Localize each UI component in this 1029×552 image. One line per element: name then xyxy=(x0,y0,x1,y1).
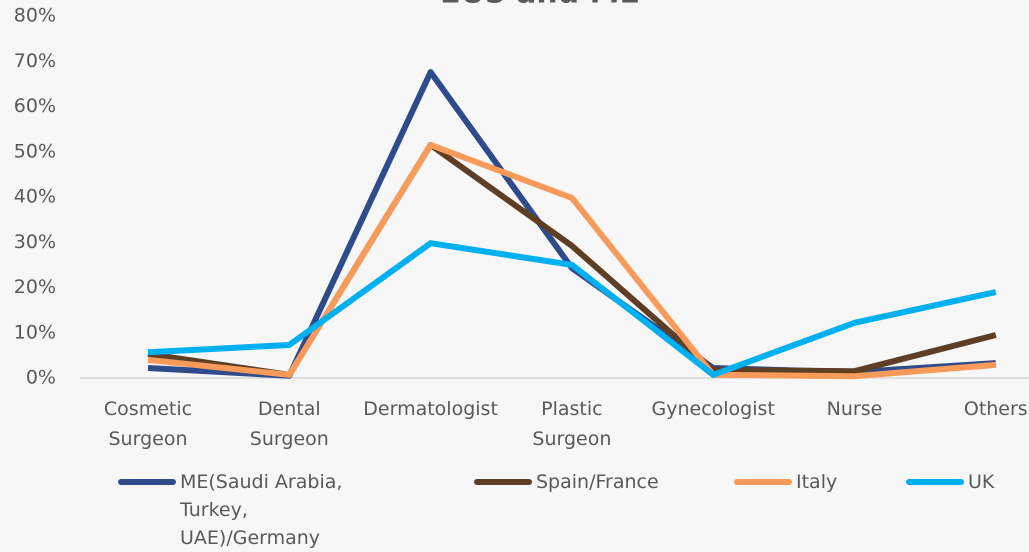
x-tick-label: Dental Surgeon xyxy=(249,398,329,450)
x-tick-label: Cosmetic Surgeon xyxy=(103,398,193,450)
page: {"chart_data": {"type": "line", "title":… xyxy=(13,0,1029,549)
y-tick-label: 70% xyxy=(14,50,56,72)
legend-swatch xyxy=(906,479,964,485)
series-line xyxy=(147,141,997,380)
series-line xyxy=(147,69,996,379)
legend-item: Spain/France xyxy=(474,468,674,496)
legend-swatch xyxy=(118,479,176,485)
y-tick-label: 10% xyxy=(14,321,56,343)
x-tick-label: Nurse xyxy=(826,398,883,420)
y-tick-label: 30% xyxy=(14,231,56,253)
y-tick-label: 40% xyxy=(14,186,56,208)
legend-label: ME(Saudi Arabia, Turkey, UAE)/Germany xyxy=(180,471,343,549)
legend-label: UK xyxy=(968,471,995,493)
y-tick-label: 20% xyxy=(14,276,56,298)
y-tick-label: 60% xyxy=(14,95,56,117)
legend-item: Italy xyxy=(734,468,894,496)
series-line xyxy=(147,141,997,378)
series-line xyxy=(147,240,997,378)
x-tick-label: Plastic Surgeon xyxy=(532,398,612,450)
legend-item: UK xyxy=(906,468,1026,496)
x-tick-label: Gynecologist xyxy=(651,398,775,420)
legend-item: ME(Saudi Arabia, Turkey, UAE)/Germany xyxy=(118,468,358,552)
x-tick-label: Others xyxy=(963,398,1028,420)
legend-swatch xyxy=(734,479,792,485)
legend-label: Italy xyxy=(796,471,838,493)
chart-title: EU5 and ME xyxy=(440,0,640,11)
y-tick-label: 0% xyxy=(26,367,56,389)
chart: EU5 and ME 0% 10% 20% 30% 40% 50% 60% 70% 80% xyxy=(14,0,1029,389)
y-tick-label: 50% xyxy=(14,140,56,162)
y-tick-label: 80% xyxy=(14,5,56,27)
legend-swatch xyxy=(474,479,532,485)
x-tick-label: Dermatologist xyxy=(363,398,498,420)
legend-label: Spain/France xyxy=(536,471,659,493)
